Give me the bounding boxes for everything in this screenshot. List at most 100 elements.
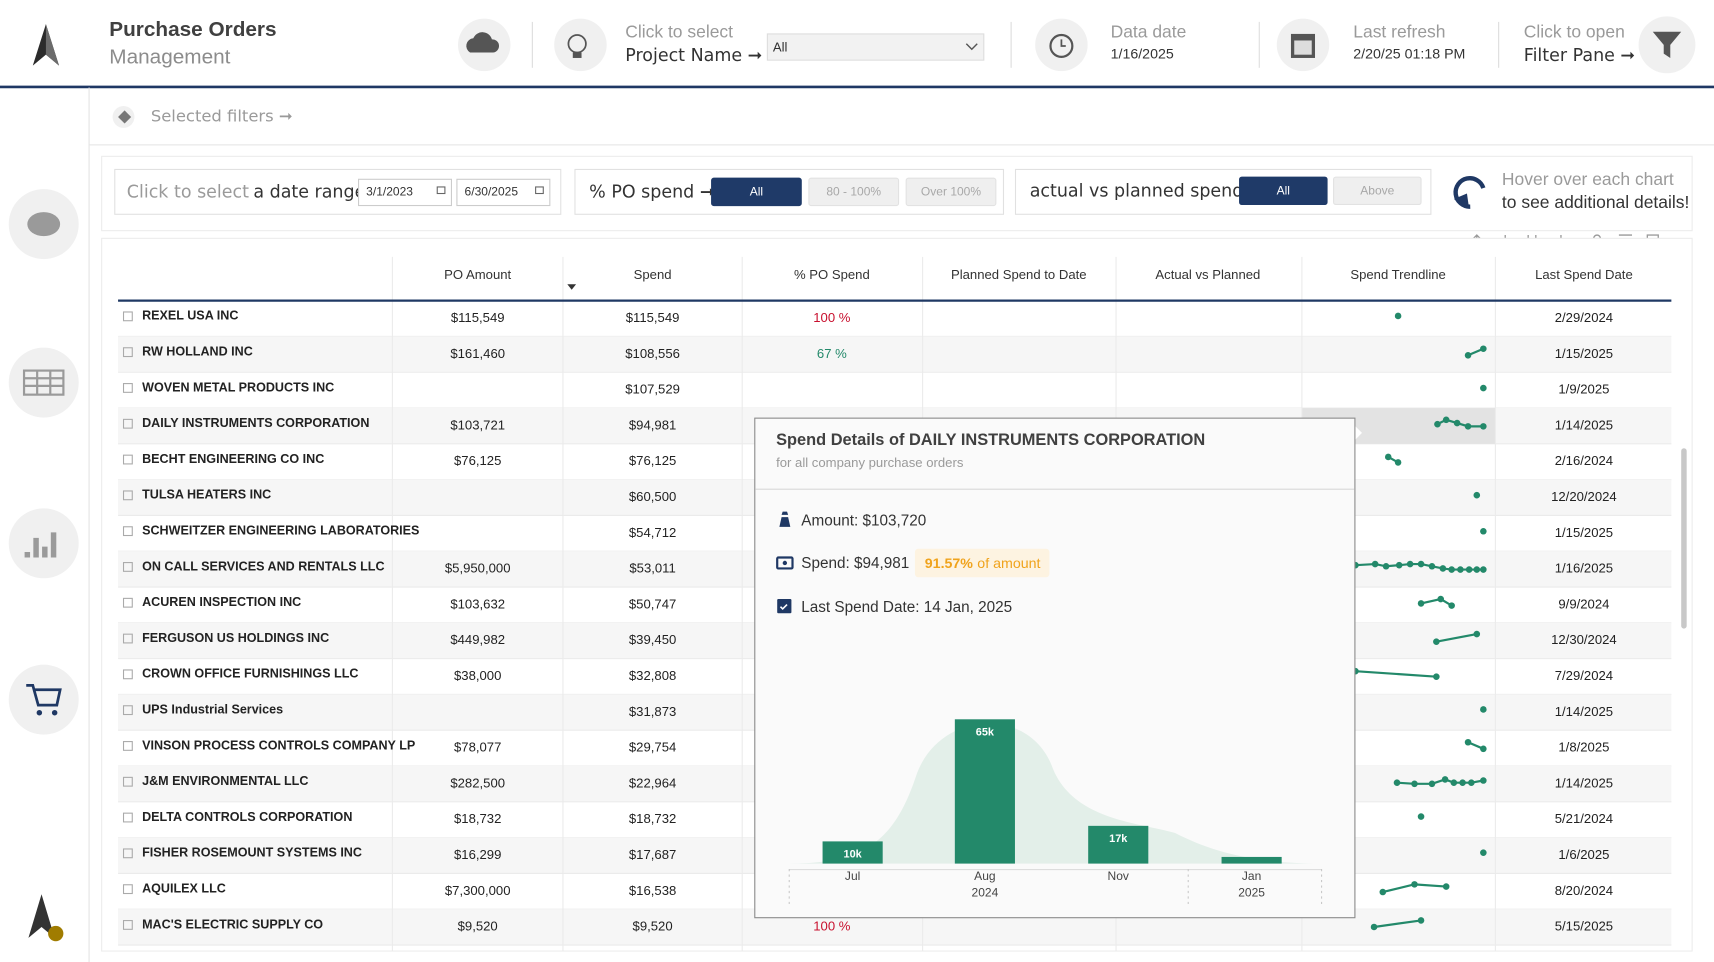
- x-tick-label: Jul: [845, 869, 860, 883]
- bar-label: 65k: [976, 726, 995, 738]
- selected-filters[interactable]: Selected filters ➞: [151, 106, 293, 125]
- date-to[interactable]: 6/30/2025: [465, 185, 519, 199]
- nav-cart[interactable]: [8, 664, 79, 735]
- expand-toggle[interactable]: [122, 920, 133, 930]
- spend: $107,529: [625, 382, 680, 397]
- supplier-name: REXEL USA INC: [142, 309, 238, 323]
- filter-option[interactable]: [1333, 176, 1422, 205]
- trend-point: [1450, 779, 1458, 786]
- expand-toggle[interactable]: [122, 884, 133, 895]
- date-prompt[interactable]: Click to select: [127, 182, 249, 202]
- trend-point: [1457, 566, 1464, 573]
- expand-toggle[interactable]: [122, 669, 133, 680]
- trend-point: [1468, 779, 1475, 786]
- expand-toggle[interactable]: [122, 347, 133, 358]
- nav-chart[interactable]: [8, 508, 79, 579]
- last-spend-date: 2/29/2024: [1555, 310, 1613, 325]
- column-header[interactable]: % PO Spend: [794, 267, 870, 282]
- column-header[interactable]: Spend Trendline: [1350, 267, 1445, 282]
- date-from-input[interactable]: [357, 178, 453, 207]
- expand-toggle[interactable]: [122, 311, 133, 322]
- filter-option[interactable]: [905, 177, 997, 207]
- supplier-name: ACUREN INSPECTION INC: [142, 595, 301, 609]
- expand-toggle[interactable]: [122, 741, 133, 751]
- footer-logo: [28, 894, 55, 938]
- column-header[interactable]: Planned Spend to Date: [951, 267, 1087, 282]
- expand-toggle[interactable]: [122, 705, 133, 716]
- date-to-input[interactable]: [456, 178, 551, 207]
- trend-point: [1480, 423, 1487, 430]
- expand-toggle[interactable]: [122, 597, 133, 608]
- filter-option[interactable]: [808, 177, 900, 207]
- sort-indicator: [567, 284, 577, 290]
- filter-label[interactable]: Filter Pane ➞: [1524, 46, 1635, 66]
- expand-toggle[interactable]: [122, 526, 133, 537]
- date-from[interactable]: 3/1/2023: [366, 185, 413, 199]
- spend: $16,538: [629, 883, 676, 898]
- filter-prompt[interactable]: Click to open: [1524, 21, 1625, 41]
- spend: $31,873: [629, 704, 676, 719]
- scrollbar[interactable]: [1681, 448, 1687, 629]
- expand-toggle[interactable]: [122, 490, 133, 501]
- column-header[interactable]: Last Spend Date: [1535, 267, 1633, 282]
- trend-point: [1442, 416, 1450, 424]
- expand-toggle[interactable]: [122, 633, 133, 644]
- tooltip-amount: Amount: $103,720: [801, 512, 926, 529]
- date-label[interactable]: a date range ➞: [253, 182, 385, 202]
- last-spend-date: 1/16/2025: [1555, 561, 1613, 576]
- column-header[interactable]: Spend: [634, 267, 672, 282]
- supplier-name: FERGUSON US HOLDINGS INC: [142, 631, 329, 645]
- project-value[interactable]: All: [773, 40, 788, 55]
- filter-option-label[interactable]: 80 - 100%: [826, 185, 881, 199]
- expand-toggle[interactable]: [122, 454, 133, 465]
- project-dropdown[interactable]: [766, 33, 985, 61]
- last-spend-date: 1/14/2025: [1555, 704, 1613, 719]
- filter-option-label[interactable]: All: [1277, 183, 1290, 197]
- spend: $108,556: [625, 346, 680, 361]
- date-range-label[interactable]: Click to select a date range ➞: [127, 182, 386, 202]
- bar: [954, 719, 1015, 864]
- filter-option[interactable]: [711, 177, 802, 207]
- tooltip-spend: Spend: $94,981: [801, 555, 909, 572]
- hint-line: Hover over each chart: [1502, 169, 1674, 189]
- supplier-name: CROWN OFFICE FURNISHINGS LLC: [142, 667, 358, 681]
- project-prompt[interactable]: Click to select: [625, 21, 733, 41]
- trend-point: [1442, 883, 1450, 890]
- expand-toggle[interactable]: [122, 848, 133, 859]
- last-spend-date: 5/15/2025: [1555, 919, 1613, 934]
- expand-toggle[interactable]: [122, 812, 133, 823]
- trend-point: [1417, 600, 1425, 607]
- project-label[interactable]: Project Name ➞: [625, 46, 762, 66]
- tooltip-subtitle: for all company purchase orders: [776, 455, 964, 470]
- expand-toggle[interactable]: [122, 383, 133, 393]
- tooltip-title: Spend Details of DAILY INSTRUMENTS CORPO…: [776, 431, 1205, 449]
- trend-point: [1395, 561, 1403, 569]
- trend-point: [1428, 562, 1436, 570]
- trend-point: [1417, 813, 1425, 820]
- expand-toggle[interactable]: [122, 418, 133, 429]
- spend: $53,011: [629, 561, 675, 576]
- spend: $115,549: [626, 310, 680, 325]
- nav-table[interactable]: [8, 347, 79, 418]
- last-spend-date: 1/14/2025: [1555, 417, 1613, 432]
- expand-toggle[interactable]: [122, 776, 133, 787]
- trend-point: [1480, 384, 1487, 392]
- filter-option-label[interactable]: Above: [1360, 183, 1394, 197]
- filter-option-label[interactable]: Over 100%: [921, 185, 981, 199]
- trend-point: [1441, 776, 1449, 783]
- last-spend-date: 1/14/2025: [1555, 775, 1613, 790]
- last-spend-date: 1/15/2025: [1555, 525, 1613, 540]
- column-header[interactable]: Actual vs Planned: [1155, 267, 1260, 282]
- trend-point: [1382, 562, 1390, 570]
- filter-option[interactable]: [1239, 176, 1328, 205]
- avp-label: actual vs planned spend ➞: [1030, 181, 1264, 201]
- supplier-name: BECHT ENGINEERING CO INC: [142, 452, 324, 466]
- spend: $39,450: [629, 632, 676, 647]
- badge-text: of amount: [977, 556, 1040, 572]
- column-header[interactable]: PO Amount: [444, 267, 511, 282]
- filter-option-label[interactable]: All: [750, 185, 763, 199]
- trendline: [1355, 670, 1437, 678]
- expand-toggle[interactable]: [122, 562, 133, 572]
